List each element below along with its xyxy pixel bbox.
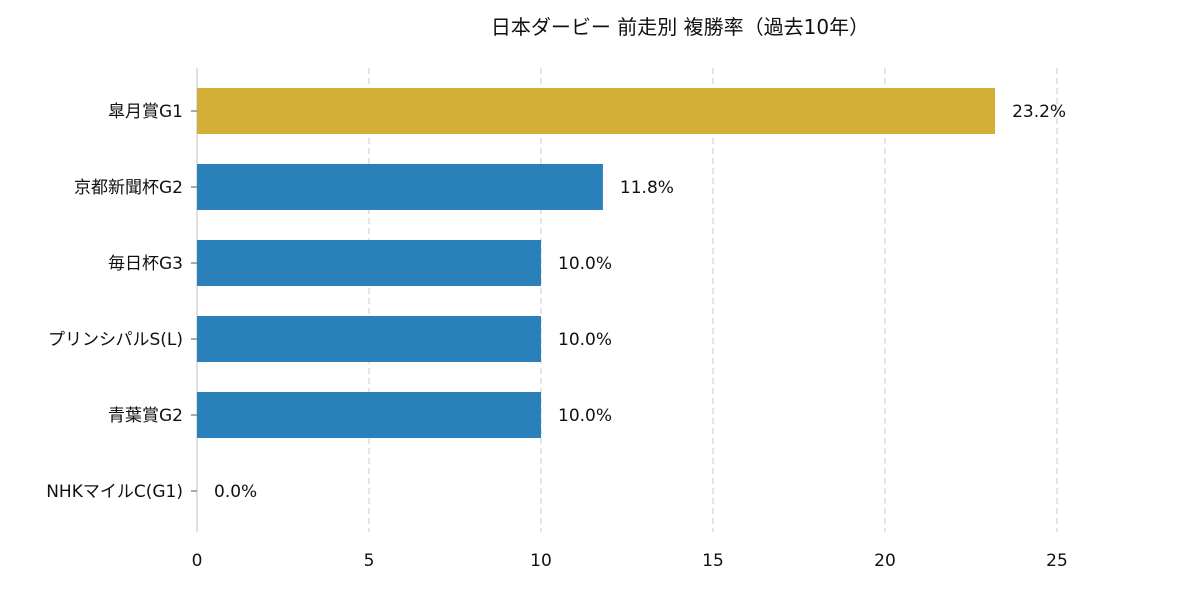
category-label: 毎日杯G3 (108, 254, 183, 274)
category-label: 京都新聞杯G2 (74, 178, 183, 198)
bar (197, 316, 541, 362)
value-label: 23.2% (1012, 102, 1066, 122)
category-label: プリンシパルS(L) (48, 330, 183, 350)
x-tick-label: 10 (530, 551, 552, 571)
bar (197, 392, 541, 438)
axis-layer: 0 5 10 15 20 25 皐月賞G1 京都新聞杯G2 毎日杯G3 プリンシパルS(L) 青葉賞… (46, 68, 1068, 571)
category-label: 青葉賞G2 (108, 406, 183, 426)
bar-layer (197, 88, 996, 438)
bar (197, 88, 996, 134)
x-tick-label: 5 (364, 551, 375, 571)
x-tick-label: 25 (1046, 551, 1068, 571)
grid-layer (368, 68, 1058, 532)
value-label: 10.0% (558, 406, 612, 426)
x-tick-label: 0 (192, 551, 203, 571)
value-label: 10.0% (558, 330, 612, 350)
chart-title: 日本ダービー 前走別 複勝率（過去10年） (491, 15, 869, 39)
value-label: 11.8% (620, 178, 674, 198)
label-layer: 23.2% 11.8% 10.0% 10.0% 10.0% 0.0% (214, 102, 1066, 502)
value-label: 0.0% (214, 482, 257, 502)
bar (197, 240, 541, 286)
value-label: 10.0% (558, 254, 612, 274)
bar (197, 164, 603, 210)
category-label: NHKマイルC(G1) (46, 482, 183, 502)
x-tick-label: 15 (702, 551, 724, 571)
x-tick-label: 20 (874, 551, 896, 571)
category-label: 皐月賞G1 (108, 102, 183, 122)
